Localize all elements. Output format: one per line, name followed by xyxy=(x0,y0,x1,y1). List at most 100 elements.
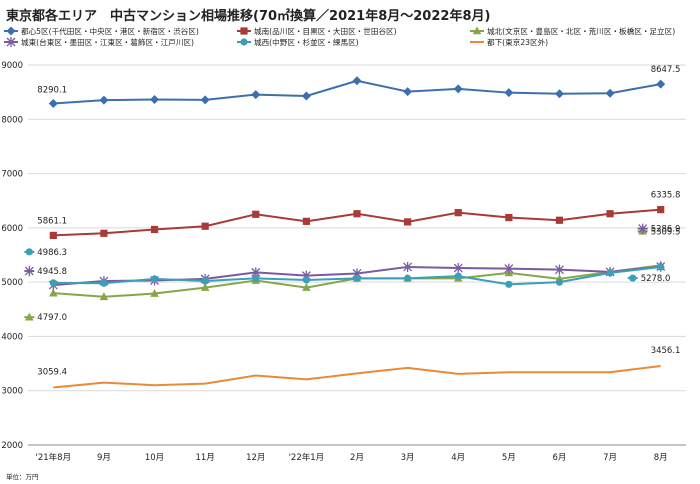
data-point xyxy=(49,279,57,287)
data-label: 4986.3 xyxy=(37,248,67,258)
data-point xyxy=(606,269,614,277)
data-label-west-end: 5278.0 xyxy=(627,274,671,284)
legend-item-north: 城北(文京区・豊島区・北区・荒川区・板橋区・足立区) xyxy=(470,26,675,36)
data-label: 3456.1 xyxy=(651,346,681,356)
data-point xyxy=(302,283,311,291)
data-point xyxy=(150,94,160,104)
unit-note: 単位：万円 xyxy=(6,473,39,481)
chart-title: 東京都各エリア 中古マンション相場推移(70㎡換算／2021年8月～2022年8… xyxy=(6,9,491,24)
data-point xyxy=(555,264,564,275)
data-label: 5278.0 xyxy=(641,274,671,284)
series-south xyxy=(49,206,665,239)
y-tick-label: 3000 xyxy=(1,387,23,397)
x-tick-label: 8月 xyxy=(654,453,668,463)
data-label-suburb-end: 3456.1 xyxy=(651,346,681,356)
legend-label: 城南(品川区・目黒区・大田区・世田谷区) xyxy=(254,26,397,36)
data-label: 5861.1 xyxy=(37,216,67,226)
data-point xyxy=(100,229,108,237)
data-point xyxy=(251,90,261,100)
data-label-south-start: 5861.1 xyxy=(37,216,67,226)
data-point xyxy=(605,88,615,98)
data-label-west-start: 4986.3 xyxy=(24,248,67,258)
data-label-center-start: 8290.1 xyxy=(37,86,67,96)
data-point xyxy=(504,88,514,98)
data-label: 4797.0 xyxy=(37,313,67,323)
y-tick-label: 5000 xyxy=(1,278,23,288)
legend-marker xyxy=(6,26,16,36)
data-point xyxy=(150,225,159,234)
data-point xyxy=(200,283,210,291)
y-tick-label: 6000 xyxy=(1,224,23,234)
data-point xyxy=(403,261,413,272)
data-label: 3059.4 xyxy=(37,367,67,377)
data-point xyxy=(150,275,159,283)
data-point xyxy=(504,263,514,274)
data-point xyxy=(554,89,564,99)
x-tick-label: 11月 xyxy=(195,453,214,463)
legend-label: 城西(中野区・杉並区・練馬区) xyxy=(254,37,359,47)
y-tick-label: 2000 xyxy=(1,441,23,451)
data-point xyxy=(505,280,513,288)
data-point xyxy=(252,274,260,282)
data-point xyxy=(657,263,665,271)
data-point xyxy=(302,276,310,284)
data-point xyxy=(48,99,58,109)
data-point xyxy=(100,279,108,287)
y-tick-label: 7000 xyxy=(1,170,23,180)
data-point xyxy=(252,210,260,218)
x-tick-label: '22年1月 xyxy=(289,452,325,463)
data-point xyxy=(403,87,413,97)
data-point xyxy=(150,289,159,297)
legend-label: 城北(文京区・豊島区・北区・荒川区・板橋区・足立区) xyxy=(487,26,675,36)
data-label: 6335.8 xyxy=(651,191,681,201)
data-point xyxy=(453,263,463,274)
label-key-marker xyxy=(638,223,648,234)
data-point xyxy=(404,218,412,226)
legend-item-west: 城西(中野区・杉並区・練馬区) xyxy=(237,37,359,47)
label-key-marker xyxy=(25,248,33,256)
data-point xyxy=(404,274,412,282)
legend-label: 城東(台東区・墨田区・江東区・葛飾区・江戸川区) xyxy=(21,37,194,47)
data-point xyxy=(454,272,462,280)
data-point xyxy=(49,231,57,239)
x-tick-label: 5月 xyxy=(502,453,516,463)
data-point xyxy=(505,213,513,222)
data-label-north-start: 4797.0 xyxy=(24,312,67,323)
data-point xyxy=(454,209,462,217)
data-point xyxy=(301,91,311,101)
x-tick-label: '21年8月 xyxy=(36,452,72,463)
series-suburb xyxy=(53,364,661,389)
legend-marker xyxy=(6,37,16,47)
data-label: 4945.8 xyxy=(37,267,67,277)
data-point xyxy=(657,206,665,214)
x-tick-label: 3月 xyxy=(401,453,415,463)
data-point xyxy=(353,210,361,218)
label-key-marker xyxy=(24,266,34,277)
x-tick-label: 9月 xyxy=(97,453,111,463)
y-tick-label: 9000 xyxy=(1,61,23,71)
legend-marker xyxy=(240,38,248,46)
data-point xyxy=(555,216,564,224)
x-tick-label: 12月 xyxy=(246,453,265,463)
x-tick-label: 7月 xyxy=(603,453,617,463)
label-key-marker xyxy=(25,312,34,321)
legend-label: 都心5区(千代田区・中央区・港区・新宿区・渋谷区) xyxy=(21,26,199,36)
series-center xyxy=(48,76,666,109)
x-tick-label: 6月 xyxy=(553,453,567,463)
data-point xyxy=(555,278,564,286)
legend-item-center: 都心5区(千代田区・中央区・港区・新宿区・渋谷区) xyxy=(4,26,199,36)
data-point xyxy=(49,288,58,297)
legend-label: 都下(東京23区外) xyxy=(487,37,548,47)
data-point xyxy=(352,76,362,86)
legend-item-south: 城南(品川区・目黒区・大田区・世田谷区) xyxy=(237,26,397,36)
data-point xyxy=(201,277,209,285)
data-point xyxy=(606,210,614,218)
series-west xyxy=(49,263,665,288)
data-label: 5286.9 xyxy=(651,225,681,235)
legend-marker xyxy=(472,26,482,35)
label-key-marker xyxy=(629,274,637,282)
x-tick-label: 2月 xyxy=(350,453,364,463)
data-label-center-end: 8647.5 xyxy=(651,65,681,75)
data-point xyxy=(353,274,361,282)
